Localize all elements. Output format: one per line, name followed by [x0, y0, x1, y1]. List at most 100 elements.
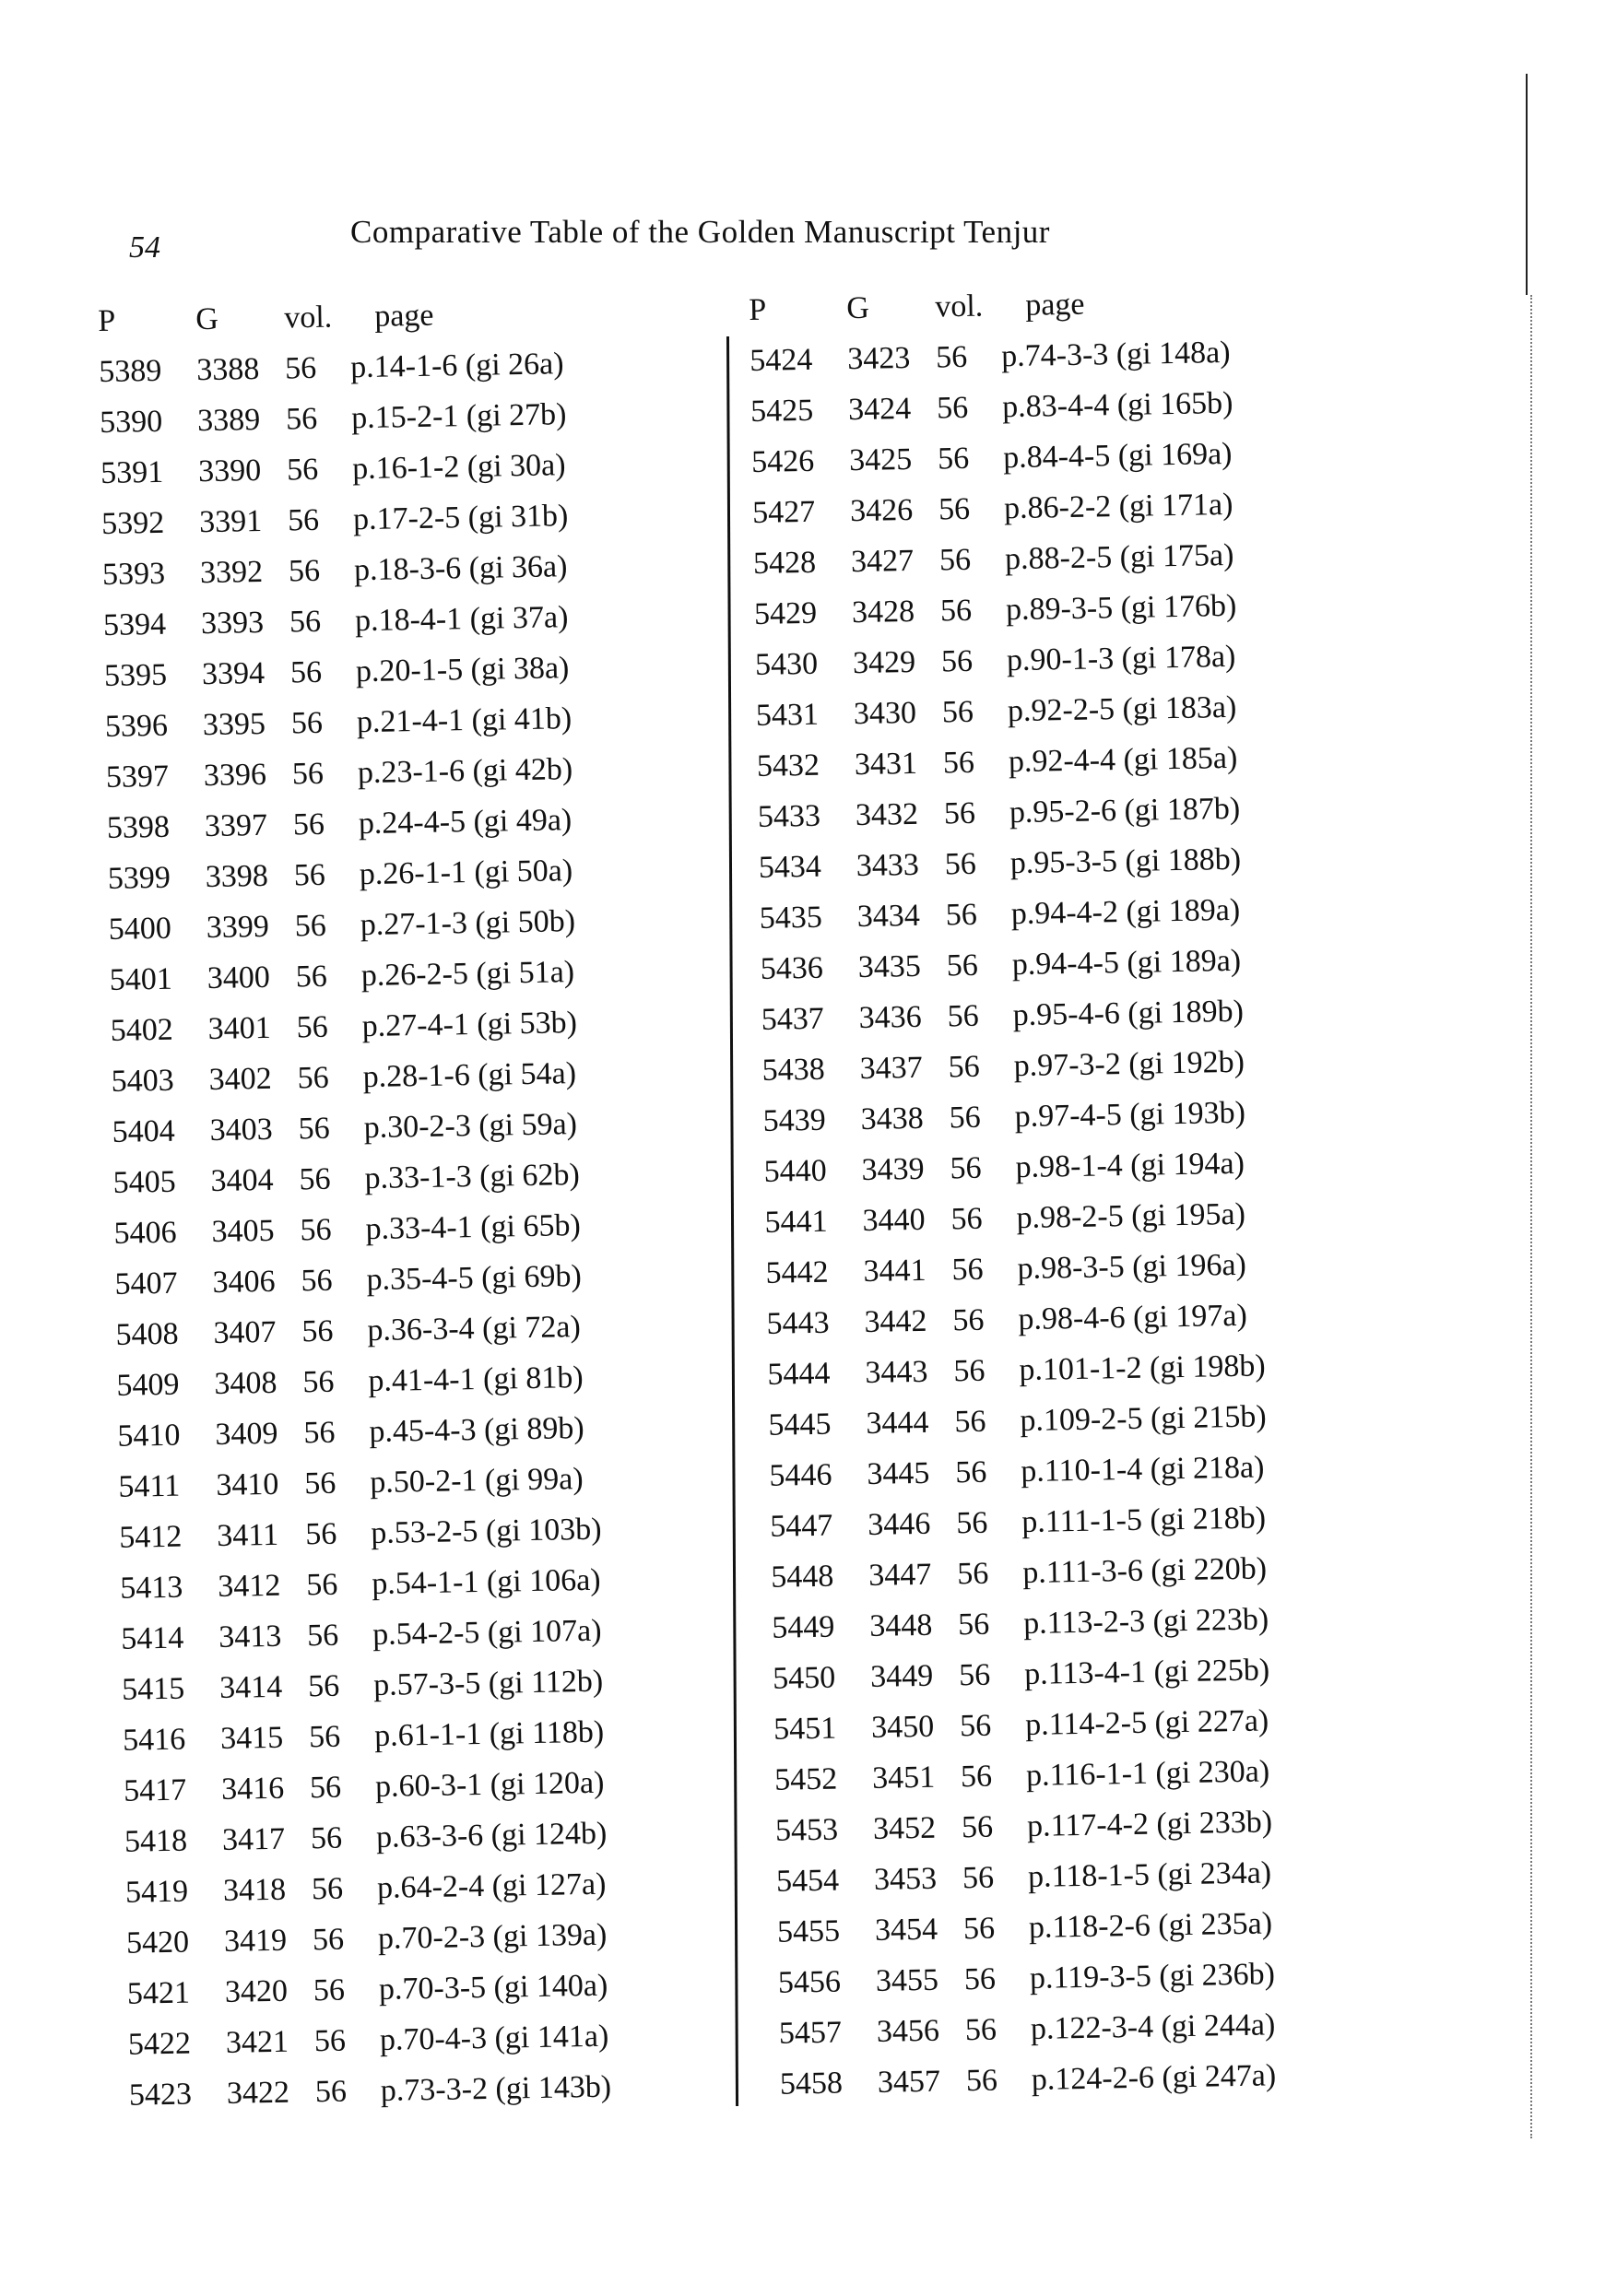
volume: 56 [297, 1060, 330, 1096]
page-ref: p.98-3-5 (gi 196a) [1017, 1247, 1247, 1287]
page-ref: p.27-4-1 (gi 53b) [361, 1006, 578, 1044]
g-number: 3389 [196, 402, 261, 439]
p-number: 5401 [109, 961, 173, 997]
volume: 56 [965, 2063, 998, 2099]
g-number: 3432 [855, 796, 919, 833]
p-number: 5438 [761, 1052, 826, 1088]
volume: 56 [313, 1972, 346, 2008]
p-number: 5403 [111, 1063, 175, 1099]
p-number: 5400 [108, 911, 172, 947]
volume: 56 [290, 705, 324, 741]
g-number: 3395 [202, 706, 266, 743]
volume: 56 [936, 390, 969, 426]
page-ref: p.61-1-1 (gi 118b) [373, 1714, 605, 1753]
g-number: 3443 [865, 1354, 928, 1390]
page-ref: p.109-2-5 (gi 215b) [1020, 1399, 1267, 1439]
page-ref: p.24-4-5 (gi 49a) [358, 803, 572, 842]
volume: 56 [298, 1111, 330, 1147]
volume: 56 [938, 542, 972, 578]
volume: 56 [305, 1516, 337, 1552]
page-ref: p.90-1-3 (gi 178a) [1006, 639, 1236, 678]
p-number: 5444 [767, 1356, 831, 1392]
volume: 56 [962, 1860, 995, 1896]
p-number: 5394 [102, 606, 167, 642]
page-ref: p.124-2-6 (gi 247a) [1031, 2058, 1277, 2097]
header-page: page [373, 298, 434, 334]
table-left-column: P G vol. page 5389 3388 56 p.14-1-6 (gi 26a… [98, 292, 793, 2128]
page-ref: p.33-1-3 (gi 62b) [364, 1158, 581, 1196]
page-ref: p.30-2-3 (gi 59a) [363, 1107, 578, 1146]
g-number: 3430 [853, 695, 917, 732]
volume: 56 [312, 1922, 345, 1958]
volume: 56 [947, 998, 980, 1034]
g-number: 3409 [215, 1416, 278, 1452]
g-number: 3439 [861, 1151, 925, 1188]
page-ref: p.18-4-1 (gi 37a) [354, 600, 569, 639]
volume: 56 [304, 1466, 336, 1501]
g-number: 3449 [869, 1658, 934, 1694]
g-number: 3440 [862, 1202, 926, 1238]
header-vol: vol. [283, 300, 333, 336]
page-ref: p.89-3-5 (gi 176b) [1005, 588, 1237, 628]
volume: 56 [301, 1263, 333, 1299]
volume: 56 [938, 491, 971, 527]
g-number: 3412 [217, 1568, 281, 1604]
page-ref: p.54-1-1 (gi 106a) [371, 1562, 601, 1602]
g-number: 3411 [217, 1517, 279, 1553]
g-number: 3454 [874, 1912, 938, 1948]
g-number: 3436 [858, 999, 923, 1036]
p-number: 5447 [770, 1508, 833, 1544]
page-title: Comparative Table of the Golden Manuscri… [350, 214, 1050, 250]
volume: 56 [954, 1404, 986, 1440]
volume: 56 [950, 1201, 983, 1237]
page-ref: p.14-1-6 (gi 26a) [349, 347, 564, 385]
header-vol: vol. [934, 288, 984, 324]
header-p: P [749, 292, 767, 327]
page-ref: p.53-2-5 (gi 103b) [370, 1512, 602, 1551]
volume: 56 [296, 1009, 329, 1045]
g-number: 3425 [848, 442, 913, 478]
volume: 56 [944, 846, 977, 882]
page-ref: p.27-1-3 (gi 50b) [360, 904, 576, 943]
g-number: 3446 [868, 1506, 931, 1542]
g-number: 3406 [212, 1264, 276, 1300]
g-number: 3429 [852, 644, 916, 681]
page-ref: p.36-3-4 (gi 72a) [367, 1310, 582, 1348]
page-ref: p.20-1-5 (gi 38a) [355, 651, 570, 689]
p-number: 5441 [764, 1204, 828, 1240]
volume: 56 [940, 643, 974, 679]
page-ref: p.117-4-2 (gi 233b) [1026, 1805, 1273, 1843]
g-number: 3447 [868, 1557, 932, 1593]
volume: 56 [285, 401, 318, 437]
p-number: 5392 [100, 505, 165, 541]
volume: 56 [939, 593, 973, 629]
g-number: 3390 [197, 453, 262, 489]
page-ref: p.26-1-1 (gi 50a) [359, 854, 573, 892]
page-ref: p.116-1-1 (gi 230a) [1025, 1754, 1270, 1793]
g-number: 3405 [211, 1213, 275, 1249]
header-g: G [195, 301, 219, 337]
p-number: 5437 [761, 1001, 825, 1037]
page-ref: p.17-2-5 (gi 31b) [352, 499, 569, 537]
g-number: 3398 [205, 858, 269, 895]
page-number: 54 [129, 230, 160, 265]
p-number: 5425 [749, 393, 814, 429]
g-number: 3396 [203, 757, 267, 794]
p-number: 5421 [126, 1975, 191, 2011]
p-number: 5419 [124, 1874, 189, 1910]
p-number: 5393 [101, 556, 166, 592]
page-ref: p.118-1-5 (gi 234a) [1027, 1855, 1272, 1894]
g-number: 3397 [204, 807, 268, 844]
header-g: G [845, 290, 870, 326]
volume: 56 [945, 897, 978, 933]
volume: 56 [314, 2074, 348, 2110]
p-number: 5404 [112, 1113, 175, 1149]
page-ref: p.94-4-5 (gi 189a) [1011, 943, 1242, 983]
p-number: 5424 [749, 342, 813, 378]
g-number: 3456 [876, 2013, 940, 2049]
volume: 56 [935, 339, 968, 375]
page-ref: p.70-4-3 (gi 141a) [379, 2019, 609, 2057]
page-ref: p.119-3-5 (gi 236b) [1029, 1957, 1276, 1996]
p-number: 5446 [769, 1457, 832, 1493]
g-number: 3427 [850, 543, 915, 580]
